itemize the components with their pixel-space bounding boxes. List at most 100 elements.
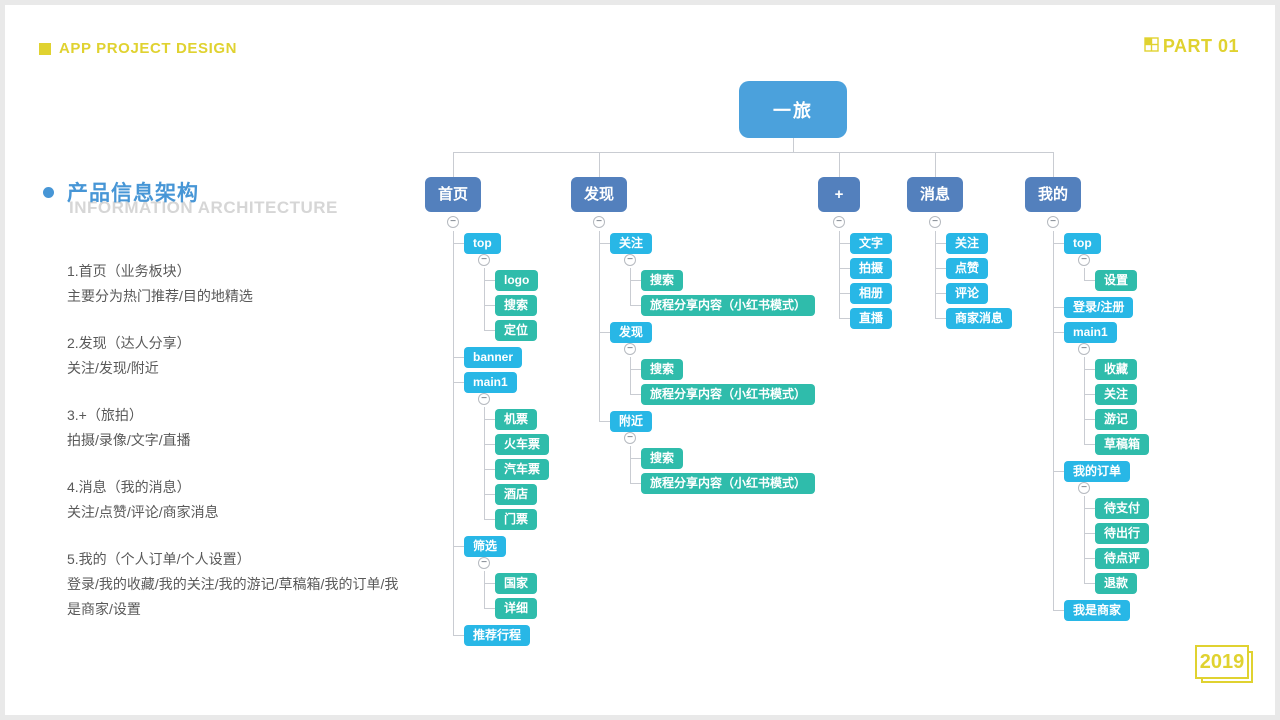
- collapse-icon[interactable]: −: [1078, 482, 1090, 494]
- branch-stem-line: [453, 152, 454, 177]
- tree-subtree: − 机票 火车票 汽车票 酒店 门票: [478, 393, 550, 532]
- tree-node[interactable]: logo: [495, 270, 539, 291]
- tree-row: 附近 − 搜索 旅程分享内容（小红书模式）: [599, 409, 816, 498]
- tree-node[interactable]: 设置: [1095, 270, 1138, 291]
- tree-node[interactable]: 旅程分享内容（小红书模式）: [641, 473, 816, 494]
- tree-node[interactable]: 旅程分享内容（小红书模式）: [641, 384, 816, 405]
- square-bullet-icon: [39, 42, 51, 55]
- tree-node[interactable]: 待点评: [1095, 548, 1150, 569]
- tree-node[interactable]: 酒店: [495, 484, 538, 505]
- collapse-icon[interactable]: −: [1078, 343, 1090, 355]
- tree-row: 草稿箱: [1084, 432, 1150, 457]
- tree-row: 门票: [484, 507, 549, 532]
- note-body: 主要分为热门推荐/目的地精选: [67, 288, 253, 304]
- tree-row: 搜索: [630, 446, 815, 471]
- tree-row: 关注: [1084, 382, 1149, 407]
- tree-root-node[interactable]: 一旅: [739, 81, 847, 138]
- tree-node[interactable]: 商家消息: [946, 308, 1013, 329]
- tree-row: 待出行: [1084, 521, 1150, 546]
- collapse-icon[interactable]: −: [447, 216, 459, 228]
- tree-node[interactable]: 搜索: [495, 295, 538, 316]
- collapse-icon[interactable]: −: [624, 343, 636, 355]
- tree-node[interactable]: banner: [464, 347, 523, 368]
- tree-column-message: 关注 点赞 评论 商家消息: [935, 231, 1013, 331]
- tree-node[interactable]: 推荐行程: [464, 625, 531, 646]
- tree-node[interactable]: 草稿箱: [1095, 434, 1150, 455]
- tree-node[interactable]: top: [1064, 233, 1101, 254]
- collapse-icon[interactable]: −: [624, 432, 636, 444]
- tree-row: 旅程分享内容（小红书模式）: [630, 293, 816, 318]
- tree-node[interactable]: 待支付: [1095, 498, 1150, 519]
- tree-node[interactable]: 详细: [495, 598, 538, 619]
- tree-node[interactable]: 关注: [610, 233, 653, 254]
- tree-node[interactable]: 待出行: [1095, 523, 1150, 544]
- collapse-icon[interactable]: −: [478, 393, 490, 405]
- note-heading: 2.发现（达人分享）: [67, 335, 191, 351]
- tree-node[interactable]: 发现: [610, 322, 653, 343]
- note-item: 1.首页（业务板块） 主要分为热门推荐/目的地精选: [67, 259, 399, 309]
- part-label: PART 01: [1162, 36, 1239, 56]
- tree-node[interactable]: 直播: [850, 308, 893, 329]
- tree-node[interactable]: 搜索: [641, 270, 684, 291]
- tree-row: 酒店: [484, 482, 549, 507]
- branch-node-mine[interactable]: 我的: [1024, 177, 1082, 212]
- tree-row: 游记: [1084, 407, 1149, 432]
- collapse-icon[interactable]: −: [478, 254, 490, 266]
- collapse-icon[interactable]: −: [833, 216, 845, 228]
- branch-node-message[interactable]: 消息: [906, 177, 964, 212]
- tree-row: 筛选 − 国家 详细: [453, 534, 549, 623]
- tree-row: 待支付: [1084, 496, 1150, 521]
- tree-node[interactable]: 搜索: [641, 448, 684, 469]
- tree-node[interactable]: 登录/注册: [1064, 297, 1134, 318]
- tree-node[interactable]: 关注: [946, 233, 989, 254]
- tree-subtree: − 搜索 旅程分享内容（小红书模式）: [624, 432, 816, 496]
- collapse-icon[interactable]: −: [1047, 216, 1059, 228]
- tree-node[interactable]: 文字: [850, 233, 893, 254]
- branch-node-plus[interactable]: +: [818, 177, 860, 212]
- tree-node[interactable]: main1: [464, 372, 517, 393]
- tree-node[interactable]: main1: [1064, 322, 1117, 343]
- tree-node[interactable]: 门票: [495, 509, 538, 530]
- tree-node[interactable]: 相册: [850, 283, 893, 304]
- tree-row: 关注: [935, 231, 1012, 256]
- tree-row: 国家: [484, 571, 549, 596]
- collapse-icon[interactable]: −: [478, 557, 490, 569]
- collapse-icon[interactable]: −: [593, 216, 605, 228]
- tree-column-mine: top − 设置 登录/注册 main1 − 收藏 关注 游记: [1053, 231, 1150, 623]
- tree-node[interactable]: 拍摄: [850, 258, 893, 279]
- branch-node-home[interactable]: 首页: [424, 177, 482, 212]
- tree-node[interactable]: 游记: [1095, 409, 1138, 430]
- tree-node[interactable]: 旅程分享内容（小红书模式）: [641, 295, 816, 316]
- tree-node[interactable]: 火车票: [495, 434, 550, 455]
- collapse-icon[interactable]: −: [624, 254, 636, 266]
- tree-node[interactable]: 退款: [1095, 573, 1138, 594]
- tree-node[interactable]: 附近: [610, 411, 653, 432]
- grid-icon: [1144, 36, 1159, 57]
- tree-node[interactable]: 筛选: [464, 536, 507, 557]
- tree-node[interactable]: 关注: [1095, 384, 1138, 405]
- branch-stem-line: [599, 152, 600, 177]
- tree-node[interactable]: 搜索: [641, 359, 684, 380]
- tree-node[interactable]: 汽车票: [495, 459, 550, 480]
- tree-subtree: − logo 搜索 定位: [478, 254, 549, 343]
- tree-row: 直播: [839, 306, 893, 331]
- tree-node[interactable]: 评论: [946, 283, 989, 304]
- tree-node[interactable]: 点赞: [946, 258, 989, 279]
- tree-node[interactable]: 我是商家: [1064, 600, 1131, 621]
- tree-node[interactable]: 定位: [495, 320, 538, 341]
- note-heading: 3.+（旅拍）: [67, 407, 143, 423]
- tree-node[interactable]: 我的订单: [1064, 461, 1131, 482]
- tree-subtree: − 设置: [1078, 254, 1149, 293]
- tree-node[interactable]: 收藏: [1095, 359, 1138, 380]
- tree-node[interactable]: top: [464, 233, 501, 254]
- collapse-icon[interactable]: −: [1078, 254, 1090, 266]
- note-body: 登录/我的收藏/我的关注/我的游记/草稿箱/我的订单/我是商家/设置: [67, 576, 399, 617]
- tree-subtree: − 收藏 关注 游记 草稿箱: [1078, 343, 1150, 457]
- tree-subtree: − 搜索 旅程分享内容（小红书模式）: [624, 343, 816, 407]
- tree-row: 我是商家: [1053, 598, 1149, 623]
- collapse-icon[interactable]: −: [929, 216, 941, 228]
- tree-node[interactable]: 国家: [495, 573, 538, 594]
- tree-row: 关注 − 搜索 旅程分享内容（小红书模式）: [599, 231, 816, 320]
- tree-node[interactable]: 机票: [495, 409, 538, 430]
- branch-node-discover[interactable]: 发现: [570, 177, 628, 212]
